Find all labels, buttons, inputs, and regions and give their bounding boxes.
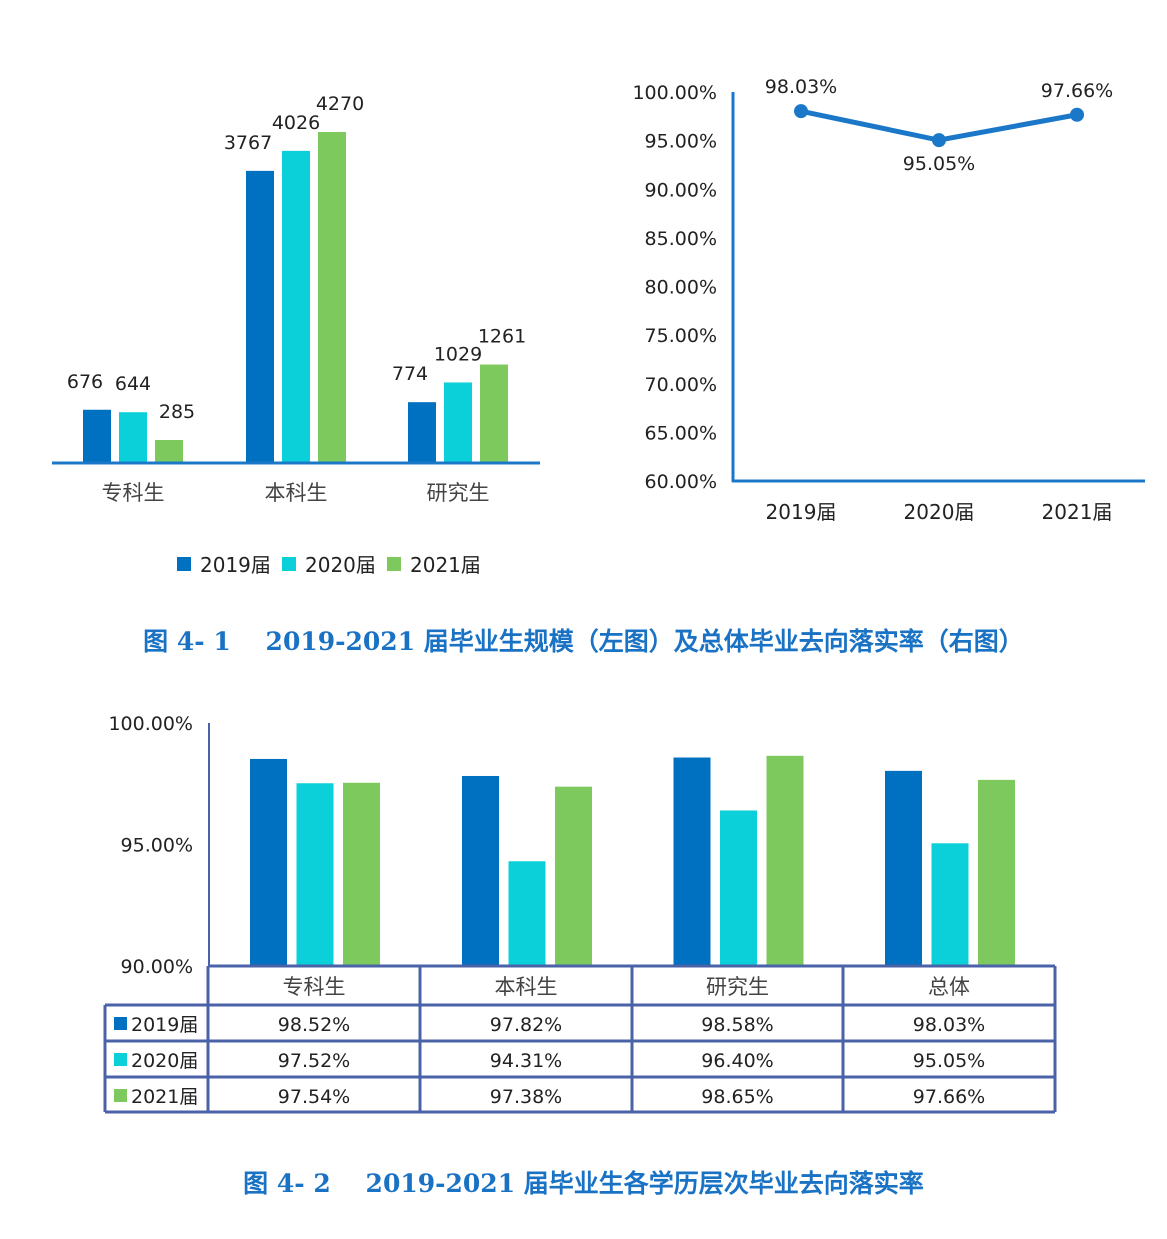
table-row-header: 2019届 <box>131 1014 198 1036</box>
table-row-header: 2021届 <box>131 1086 198 1108</box>
table-cell: 98.03% <box>913 1014 985 1036</box>
data-label: 97.66% <box>1041 80 1113 102</box>
bar-2021届-专科生 <box>343 782 380 966</box>
table-cell: 97.82% <box>490 1014 562 1036</box>
data-label: 676 <box>67 371 103 393</box>
table-column-header: 总体 <box>928 975 970 999</box>
y-tick-label: 85.00% <box>645 228 717 250</box>
bar-2021届-研究生 <box>480 364 508 462</box>
data-label: 95.05% <box>903 153 975 175</box>
bar-2020届-研究生 <box>720 810 757 966</box>
table-row-header: 2020届 <box>131 1050 198 1072</box>
legend-swatch <box>114 1089 127 1102</box>
y-tick-label: 70.00% <box>645 374 717 396</box>
data-label: 285 <box>159 401 195 423</box>
table-column-header: 专科生 <box>283 975 346 999</box>
y-tick-label: 60.00% <box>645 471 717 493</box>
table-cell: 94.31% <box>490 1050 562 1072</box>
figure-2-caption: 图 4- 2 2019-2021 届毕业生各学历层次毕业去向落实率 <box>243 1169 924 1198</box>
legend-swatch <box>177 557 191 571</box>
table-cell: 97.38% <box>490 1086 562 1108</box>
bar-2019届-专科生 <box>83 409 111 462</box>
y-tick-label: 90.00% <box>645 179 717 201</box>
data-point <box>932 133 946 148</box>
bar-2020届-总体 <box>931 843 969 966</box>
bar-2021届-总体 <box>978 779 1015 966</box>
y-tick-label: 75.00% <box>645 325 717 347</box>
data-label: 4026 <box>272 112 320 134</box>
data-label: 4270 <box>316 93 364 115</box>
table-cell: 97.52% <box>278 1050 350 1072</box>
bar-2020届-专科生 <box>119 412 147 462</box>
x-tick-label: 研究生 <box>427 481 490 505</box>
figure-1-caption: 图 4- 1 2019-2021 届毕业生规模（左图）及总体毕业去向落实率（右图… <box>143 627 1024 656</box>
data-label: 98.03% <box>765 76 837 98</box>
table-cell: 97.66% <box>913 1086 985 1108</box>
x-tick-label: 2021届 <box>1042 500 1113 524</box>
data-label: 644 <box>115 373 151 395</box>
bar-2019届-研究生 <box>673 757 711 966</box>
y-tick-label: 100.00% <box>632 82 717 104</box>
bar-2021届-专科生 <box>155 439 183 462</box>
data-label: 774 <box>392 363 428 385</box>
data-point <box>794 104 808 119</box>
x-tick-label: 专科生 <box>102 481 165 505</box>
legend-label: 2020届 <box>305 553 376 577</box>
data-label: 3767 <box>224 132 272 154</box>
data-label: 1261 <box>478 326 526 348</box>
legend-swatch <box>114 1053 127 1066</box>
table-column-header: 研究生 <box>706 975 769 999</box>
y-tick-label: 100.00% <box>108 713 193 735</box>
y-tick-label: 95.00% <box>121 835 193 857</box>
bar-2019届-本科生 <box>462 775 499 966</box>
bar-2021届-本科生 <box>555 786 592 966</box>
x-tick-label: 本科生 <box>265 481 328 505</box>
table-cell: 98.52% <box>278 1014 350 1036</box>
bar-2019届-专科生 <box>250 758 287 966</box>
table-cell: 98.58% <box>701 1014 773 1036</box>
bar-2020届-研究生 <box>444 382 472 462</box>
x-tick-label: 2020届 <box>904 500 975 524</box>
bar-2019届-本科生 <box>246 170 274 462</box>
table-cell: 95.05% <box>913 1050 985 1072</box>
y-tick-label: 65.00% <box>645 422 717 444</box>
data-point <box>1070 107 1084 122</box>
table-cell: 96.40% <box>701 1050 773 1072</box>
legend-swatch <box>387 557 401 571</box>
legend-swatch <box>114 1017 127 1030</box>
y-tick-label: 80.00% <box>645 277 717 299</box>
bar-2019届-总体 <box>885 770 922 966</box>
legend-swatch <box>282 557 296 571</box>
bar-2019届-研究生 <box>408 402 436 462</box>
bar-2021届-本科生 <box>318 132 346 462</box>
bar-2021届-研究生 <box>766 755 804 966</box>
bar-2020届-本科生 <box>282 150 310 462</box>
table-column-header: 本科生 <box>495 975 558 999</box>
bar-2020届-专科生 <box>296 783 334 966</box>
legend-label: 2019届 <box>200 553 271 577</box>
x-tick-label: 2019届 <box>766 500 837 524</box>
y-tick-label: 90.00% <box>121 956 193 978</box>
bar-2020届-本科生 <box>508 861 546 966</box>
table-cell: 98.65% <box>701 1086 773 1108</box>
legend-label: 2021届 <box>410 553 481 577</box>
table-cell: 97.54% <box>278 1086 350 1108</box>
y-tick-label: 95.00% <box>645 131 717 153</box>
data-label: 1029 <box>434 343 482 365</box>
